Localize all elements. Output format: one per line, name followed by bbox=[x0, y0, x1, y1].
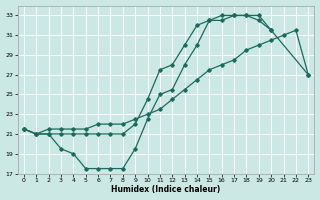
X-axis label: Humidex (Indice chaleur): Humidex (Indice chaleur) bbox=[111, 185, 221, 194]
